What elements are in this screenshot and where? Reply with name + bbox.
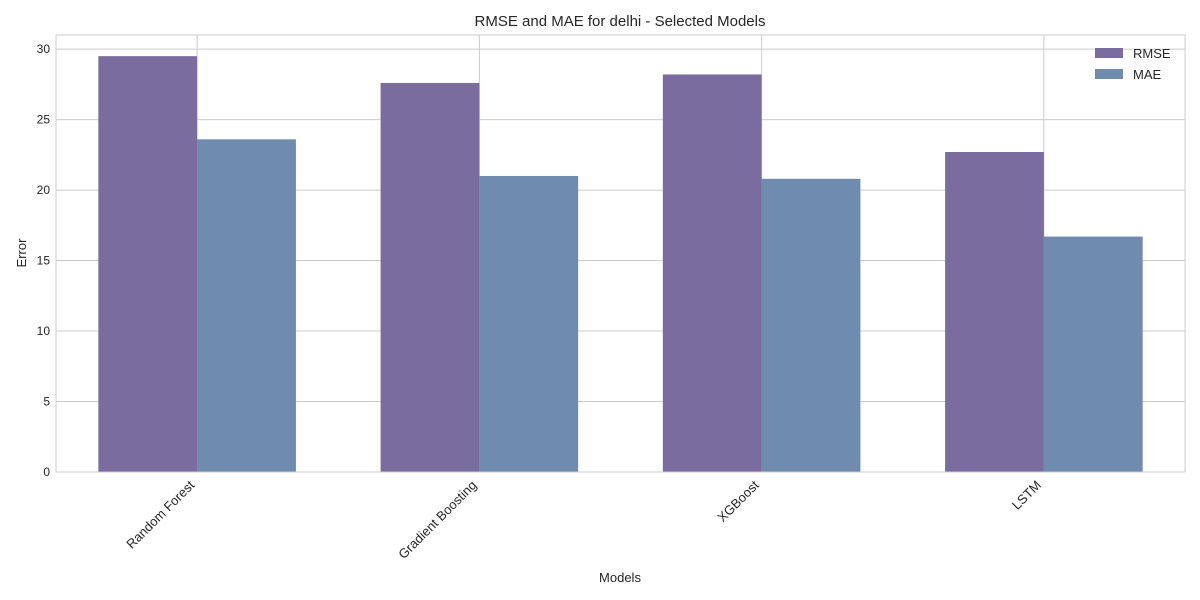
y-tick-label: 25 [37,113,51,127]
y-tick-label: 15 [37,254,51,268]
legend: RMSE MAE [1095,46,1171,82]
bar-rmse [380,82,480,473]
bar-rmse [662,74,762,472]
y-axis-label: Error [14,238,29,268]
legend-label-rmse: RMSE [1133,46,1171,61]
y-tick-label: 10 [37,324,51,338]
bar-rmse [945,152,1044,472]
y-tick-label: 20 [37,183,51,197]
y-tick-label: 0 [43,465,50,479]
plot-frame [55,34,1186,473]
x-axis-label: Models [599,570,641,585]
y-tick-label: 30 [37,42,51,56]
y-tick-label: 5 [43,395,50,409]
y-tick-labels: 0 5 10 15 20 25 30 [37,42,51,479]
bar-mae [761,178,861,472]
bar-mae [1043,236,1143,472]
chart-title: RMSE and MAE for delhi - Selected Models [475,13,766,30]
legend-swatch-mae [1095,69,1123,79]
bar-mae [479,175,579,472]
bar-rmse [98,56,198,472]
bar-mae [197,139,296,472]
bars [98,56,1143,473]
legend-swatch-rmse [1095,48,1123,58]
legend-label-mae: MAE [1133,67,1162,82]
